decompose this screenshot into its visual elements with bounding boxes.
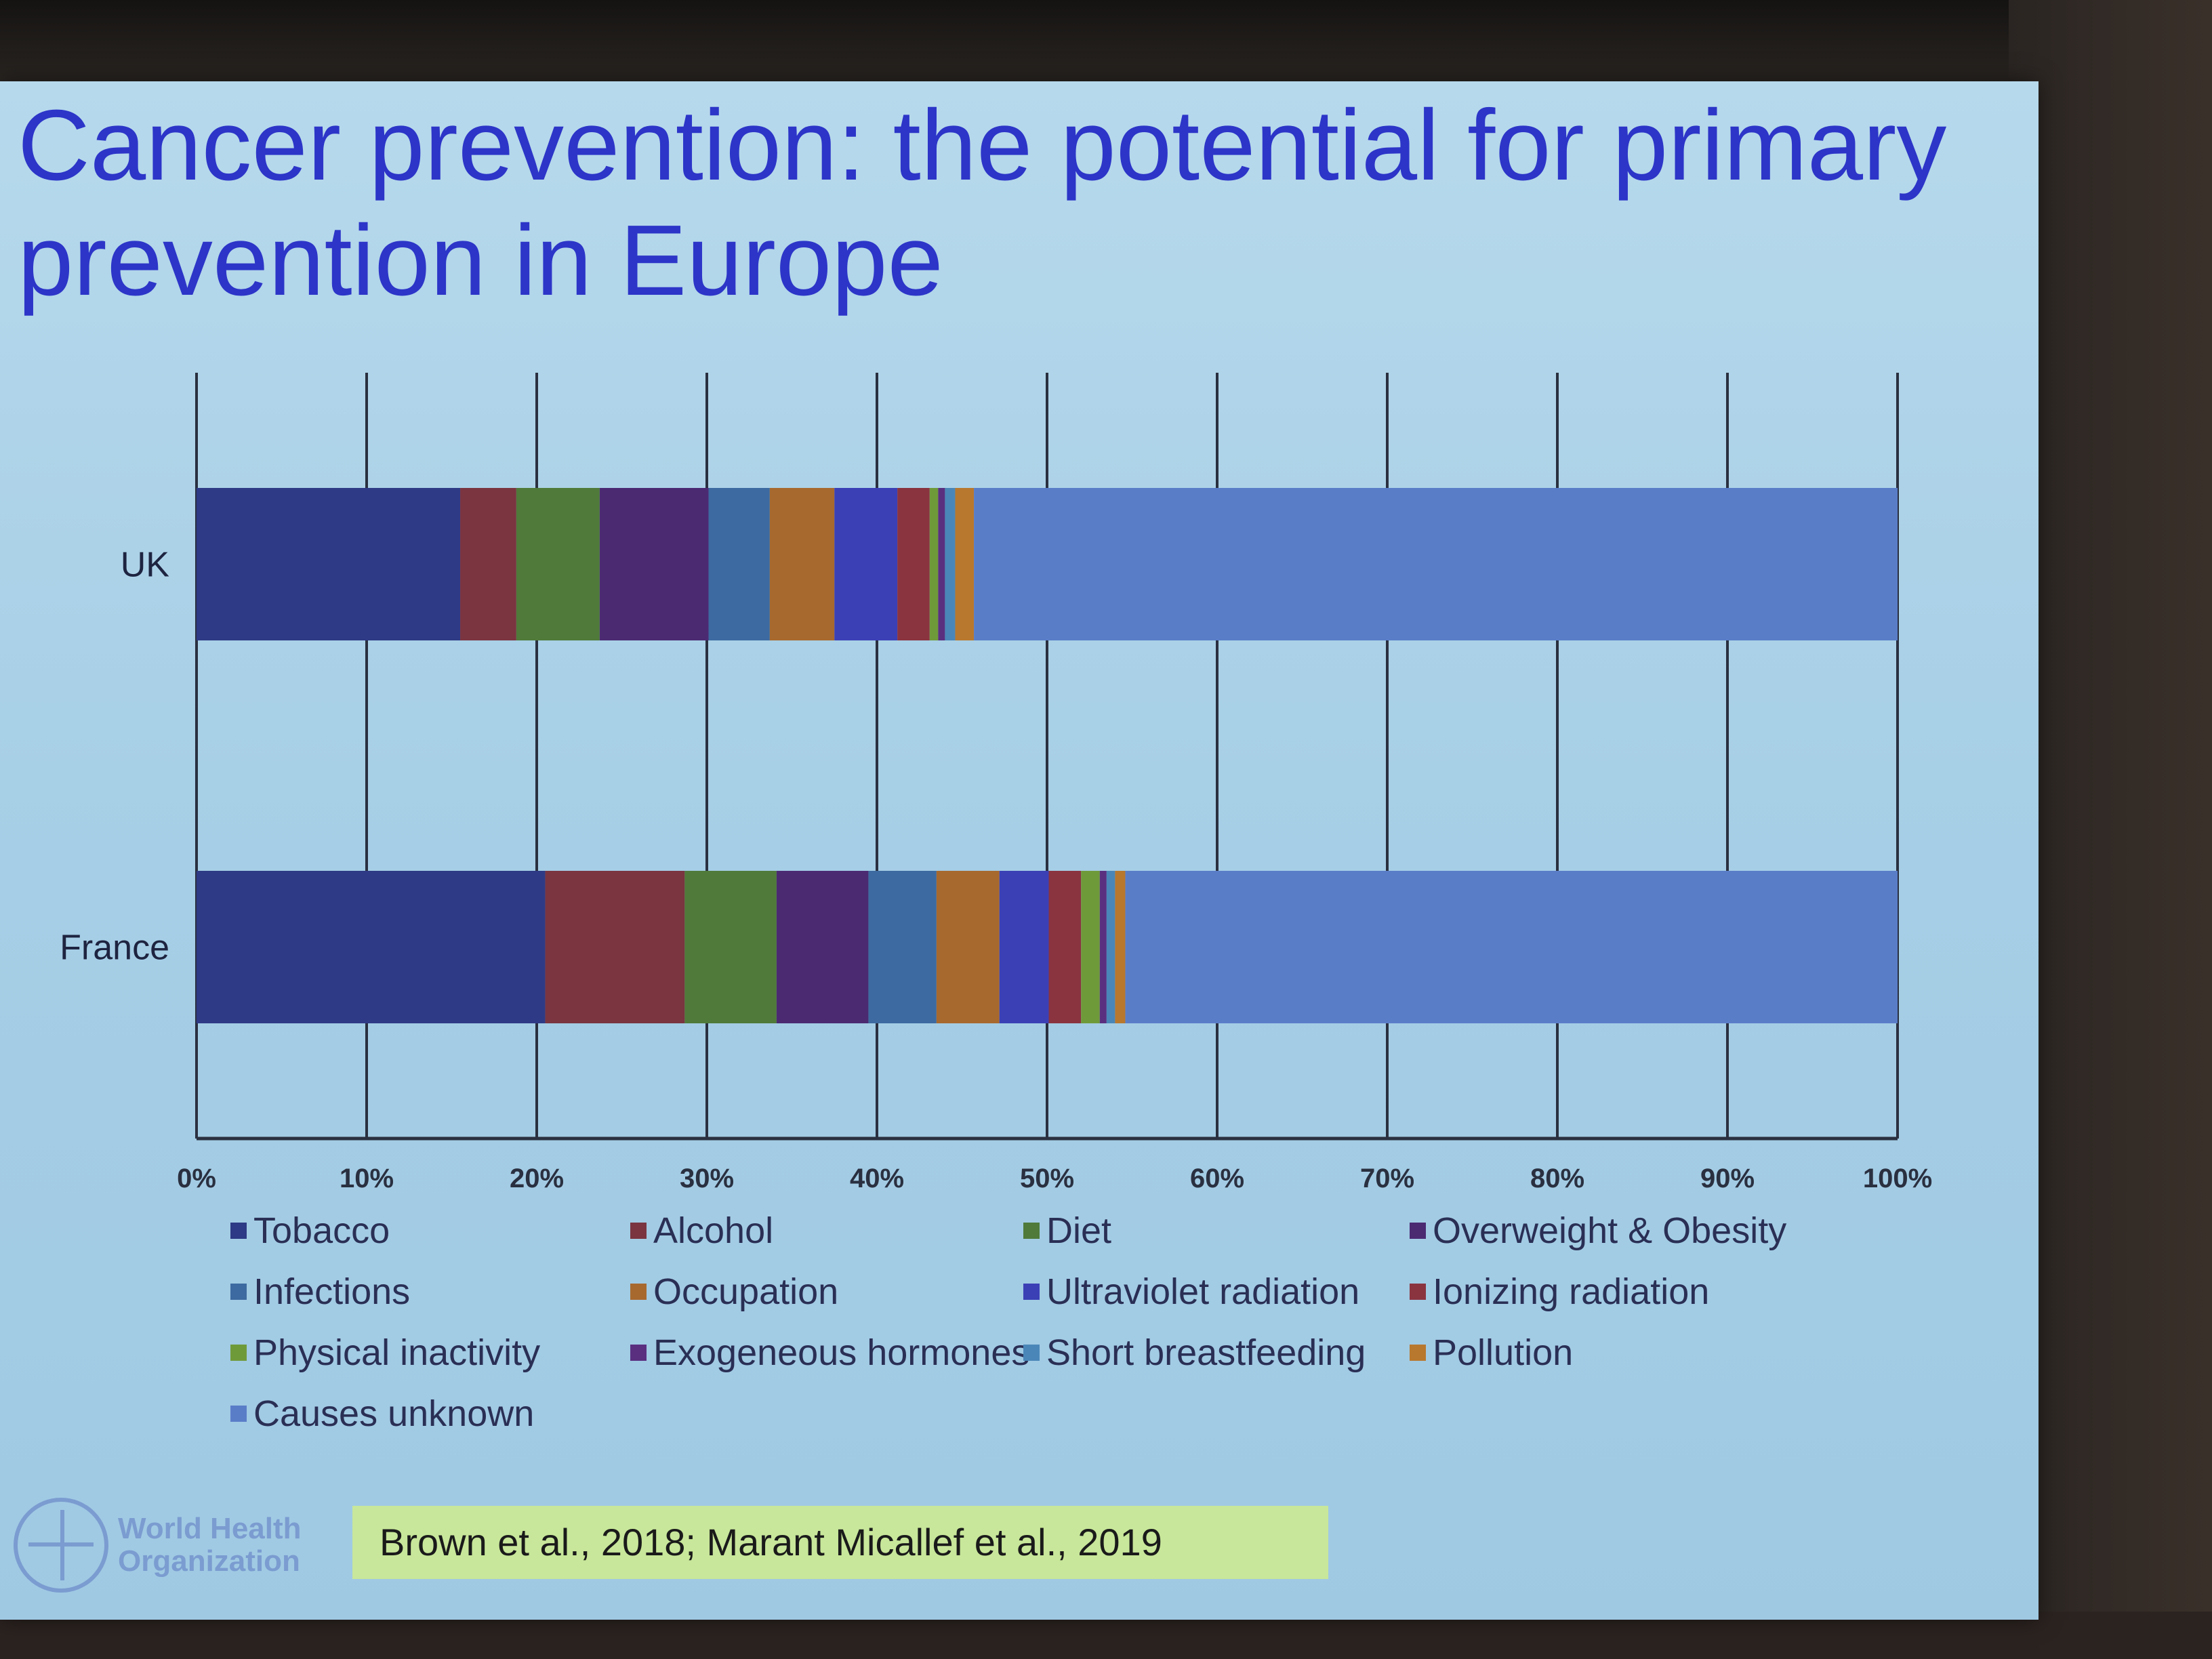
legend-swatch: [1410, 1284, 1426, 1300]
legend-item: Short breastfeeding: [1023, 1332, 1410, 1374]
who-logo-line-1: World Health: [118, 1512, 302, 1545]
bar-segment: [974, 488, 1898, 640]
legend-item: Pollution: [1410, 1332, 1830, 1374]
legend-item: Overweight & Obesity: [1410, 1210, 1830, 1252]
legend-label: Tobacco: [253, 1210, 390, 1251]
x-tick-label: 40%: [850, 1164, 904, 1193]
slide-footer: World Health Organization Brown et al., …: [14, 1498, 1369, 1593]
category-label: UK: [121, 546, 170, 585]
legend-swatch: [230, 1284, 247, 1300]
bar-segment: [868, 871, 937, 1023]
legend-swatch: [1023, 1284, 1040, 1300]
bar-segment: [1081, 871, 1100, 1023]
legend-label: Alcohol: [653, 1210, 774, 1251]
x-tick-label: 0%: [177, 1164, 216, 1193]
legend-swatch: [1410, 1345, 1426, 1361]
legend-item: Infections: [230, 1271, 630, 1313]
who-logo-text: World Health Organization: [118, 1513, 302, 1578]
title-line-2: prevention in Europe: [18, 205, 943, 316]
legend-label: Infections: [253, 1271, 411, 1312]
bar-segment: [769, 488, 835, 640]
chart-legend: Tobacco Alcohol Diet Overweight & Obesity In…: [230, 1210, 1857, 1435]
legend-label: Exogeneous hormones: [653, 1332, 1030, 1373]
legend-label: Ultraviolet radiation: [1046, 1271, 1360, 1312]
legend-label: Causes unknown: [253, 1393, 535, 1434]
x-tick-label: 90%: [1700, 1164, 1755, 1193]
projector-right-shadow: [2009, 0, 2212, 1659]
bar-segment: [834, 488, 898, 640]
legend-item: Alcohol: [630, 1210, 1023, 1252]
bar-segment: [897, 488, 930, 640]
bar-segment: [776, 871, 869, 1023]
x-tick-label: 100%: [1863, 1164, 1932, 1193]
bar-segment: [945, 488, 956, 640]
legend-item: Diet: [1023, 1210, 1410, 1252]
legend-swatch: [630, 1284, 647, 1300]
x-tick-label: 80%: [1530, 1164, 1584, 1193]
legend-label: Pollution: [1433, 1332, 1574, 1373]
legend-swatch: [230, 1406, 247, 1422]
legend-item: Ionizing radiation: [1410, 1271, 1830, 1313]
bar-segment: [599, 488, 709, 640]
who-logo: World Health Organization: [14, 1498, 302, 1593]
legend-swatch: [230, 1345, 247, 1361]
bar-segment: [955, 488, 975, 640]
legend-swatch: [630, 1345, 647, 1361]
bar-segment: [516, 488, 600, 640]
legend-label: Short breastfeeding: [1046, 1332, 1366, 1373]
bar-segment: [545, 871, 685, 1023]
bar-segment: [938, 488, 945, 640]
legend-swatch: [1023, 1345, 1040, 1361]
bar-segment: [197, 871, 546, 1023]
legend-item: Physical inactivity: [230, 1332, 630, 1374]
legend-label: Ionizing radiation: [1433, 1271, 1710, 1312]
who-logo-line-2: Organization: [118, 1544, 300, 1578]
legend-item: Exogeneous hormones: [630, 1332, 1029, 1374]
x-tick-label: 50%: [1020, 1164, 1074, 1193]
legend-item: Ultraviolet radiation: [1023, 1271, 1410, 1313]
bar-segment: [1115, 871, 1126, 1023]
legend-item: Causes unknown: [230, 1393, 630, 1435]
x-tick-label: 30%: [680, 1164, 734, 1193]
bar-segment: [708, 488, 770, 640]
legend-label: Overweight & Obesity: [1433, 1210, 1787, 1251]
legend-label: Diet: [1046, 1210, 1112, 1251]
legend-label: Physical inactivity: [253, 1332, 541, 1373]
slide-title: Cancer prevention: the potential for pri…: [18, 88, 1983, 319]
presentation-slide: Cancer prevention: the potential for pri…: [0, 81, 2039, 1620]
legend-swatch: [230, 1223, 247, 1239]
bar-segment: [1125, 871, 1898, 1023]
bar-segment: [1099, 871, 1107, 1023]
bar-segment: [1106, 871, 1115, 1023]
legend-item: Occupation: [630, 1271, 1023, 1313]
legend-item: Tobacco: [230, 1210, 630, 1252]
projector-top-shadow: [0, 0, 2212, 88]
legend-swatch: [630, 1223, 647, 1239]
x-tick-label: 20%: [510, 1164, 564, 1193]
x-tick-label: 10%: [340, 1164, 394, 1193]
x-tick-label: 70%: [1360, 1164, 1414, 1193]
who-emblem-icon: [14, 1498, 108, 1593]
category-label: France: [60, 928, 169, 968]
bar-segment: [460, 488, 516, 640]
title-line-1: Cancer prevention: the potential for pri…: [18, 89, 1947, 201]
legend-swatch: [1023, 1223, 1040, 1239]
legend-swatch: [1410, 1223, 1426, 1239]
legend-label: Occupation: [653, 1271, 839, 1312]
citation-box: Brown et al., 2018; Marant Micallef et a…: [352, 1506, 1328, 1579]
x-tick-label: 60%: [1190, 1164, 1244, 1193]
bar-segment: [197, 488, 461, 640]
bar-segment: [684, 871, 777, 1023]
bar-segment: [929, 488, 939, 640]
bar-segment: [936, 871, 1000, 1023]
stacked-bar-chart: 0% 10% 20% 30% 40% 50% 60% 70% 80% 90% 100% UK Franc…: [60, 373, 1932, 1193]
bar-segment: [999, 871, 1049, 1023]
bar-segment: [1048, 871, 1082, 1023]
